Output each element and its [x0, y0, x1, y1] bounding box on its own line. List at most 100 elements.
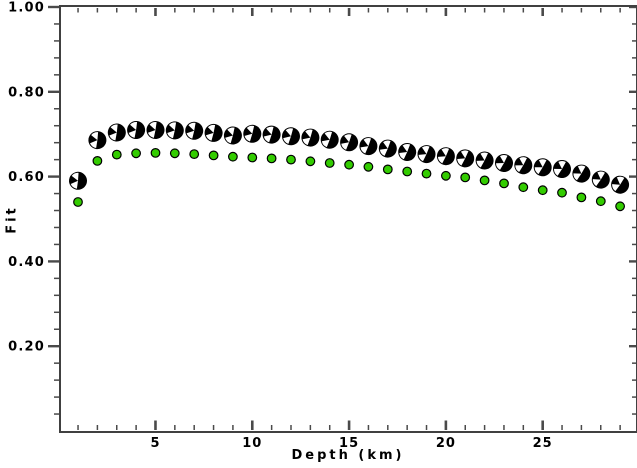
data-point-green-circle: [441, 170, 451, 181]
y-tick-label: 0.80: [8, 85, 45, 100]
beachball-wedge: [553, 168, 562, 176]
y-tick-label: 0.20: [8, 340, 45, 355]
data-point-green-circle: [208, 150, 219, 161]
data-point-green-circle: [382, 164, 393, 175]
y-tick-label: 0.60: [8, 170, 45, 185]
beachball-wedge: [168, 122, 177, 131]
beachball-wedge: [422, 146, 430, 155]
data-point-beachball: [320, 130, 339, 149]
beachball-wedge: [441, 148, 450, 157]
data-point-beachball: [69, 171, 87, 190]
data-point-beachball: [436, 147, 455, 166]
beachball-wedge: [496, 163, 504, 170]
beachball-wedge: [515, 165, 524, 173]
beachball-wedge: [186, 130, 195, 139]
beachball-wedge: [91, 132, 99, 141]
data-point-beachball: [165, 121, 184, 140]
beachball-wedge: [457, 158, 466, 166]
data-point-green-circle: [615, 201, 625, 212]
beachball-wedge: [147, 130, 156, 138]
beachball-wedge: [341, 142, 350, 150]
beachball-wedge: [71, 172, 79, 181]
data-point-green-circle: [576, 192, 587, 203]
data-point-green-circle: [189, 149, 200, 160]
data-point-green-circle: [402, 166, 413, 177]
data-point-green-circle: [557, 187, 567, 198]
beachball-wedge: [263, 134, 272, 143]
data-point-beachball: [417, 145, 436, 164]
beachball-wedge: [592, 179, 601, 187]
beachball-wedge: [363, 138, 372, 147]
beachball-wedge: [324, 131, 333, 140]
beachball-wedge: [558, 161, 566, 169]
beachball-wedge: [360, 146, 369, 154]
data-point-green-circle: [305, 156, 316, 167]
data-point-beachball: [572, 164, 591, 183]
beachball-wedge: [321, 139, 330, 148]
beachball-wedge: [476, 160, 485, 168]
data-point-beachball: [514, 156, 533, 175]
beachball-wedge: [597, 171, 605, 180]
beachball-wedge: [612, 184, 621, 192]
beachball-wedge: [130, 122, 138, 130]
data-point-beachball: [243, 124, 262, 143]
beachball-wedge: [110, 124, 118, 133]
x-axis-title: Depth (km): [291, 448, 405, 463]
beachball-wedge: [519, 157, 527, 166]
data-point-green-circle: [73, 197, 83, 207]
data-point-green-circle: [266, 153, 277, 164]
data-point-green-circle: [150, 147, 161, 158]
data-point-beachball: [301, 128, 320, 147]
data-point-beachball: [282, 127, 300, 146]
beachball-wedge: [616, 176, 625, 185]
beachball-wedge: [577, 165, 586, 174]
beachball-wedge: [344, 134, 352, 143]
data-point-beachball: [398, 143, 417, 161]
beachball-wedge: [302, 137, 311, 146]
beachball-wedge: [305, 129, 313, 138]
beachball-wedge: [109, 132, 117, 141]
beachball-wedge: [90, 140, 98, 149]
beachball-wedge: [205, 132, 214, 141]
beachball-wedge: [128, 130, 137, 138]
beachball-wedge: [418, 154, 427, 162]
data-point-green-circle: [595, 196, 606, 207]
beachball-wedge: [207, 124, 216, 133]
data-point-beachball: [553, 160, 571, 178]
data-point-beachball: [495, 154, 513, 172]
beachball-wedge: [460, 150, 469, 159]
data-point-green-circle: [324, 158, 335, 168]
x-tick-label: 25: [533, 436, 553, 451]
data-point-green-circle: [111, 149, 122, 160]
data-point-beachball: [127, 121, 146, 139]
y-tick-label: 1.00: [8, 1, 45, 16]
beachball-wedge: [480, 152, 488, 161]
data-point-beachball: [340, 133, 359, 152]
beachball-wedge: [246, 125, 255, 134]
beachball-wedge: [244, 133, 253, 142]
data-point-green-circle: [421, 168, 432, 179]
beachball-wedge: [70, 180, 78, 189]
data-point-beachball: [378, 139, 397, 158]
data-point-green-circle: [92, 155, 103, 166]
y-axis-title: Fit: [4, 205, 20, 234]
data-point-green-circle: [479, 175, 490, 186]
data-point-beachball: [185, 121, 204, 140]
data-point-beachball: [359, 137, 378, 156]
beachball-wedge: [538, 159, 547, 168]
data-point-beachball: [107, 123, 126, 142]
beachball-wedge: [379, 148, 388, 156]
beachball-wedge: [167, 130, 175, 139]
data-point-green-circle: [286, 154, 296, 165]
beachball-wedge: [499, 155, 508, 163]
data-point-beachball: [88, 131, 107, 150]
data-point-beachball: [591, 170, 610, 189]
data-point-green-circle: [499, 178, 509, 189]
data-point-green-circle: [460, 172, 471, 183]
beachball-wedge: [534, 167, 543, 175]
data-point-beachball: [204, 123, 223, 142]
x-tick-label: 5: [150, 436, 160, 451]
data-point-beachball: [456, 149, 475, 168]
